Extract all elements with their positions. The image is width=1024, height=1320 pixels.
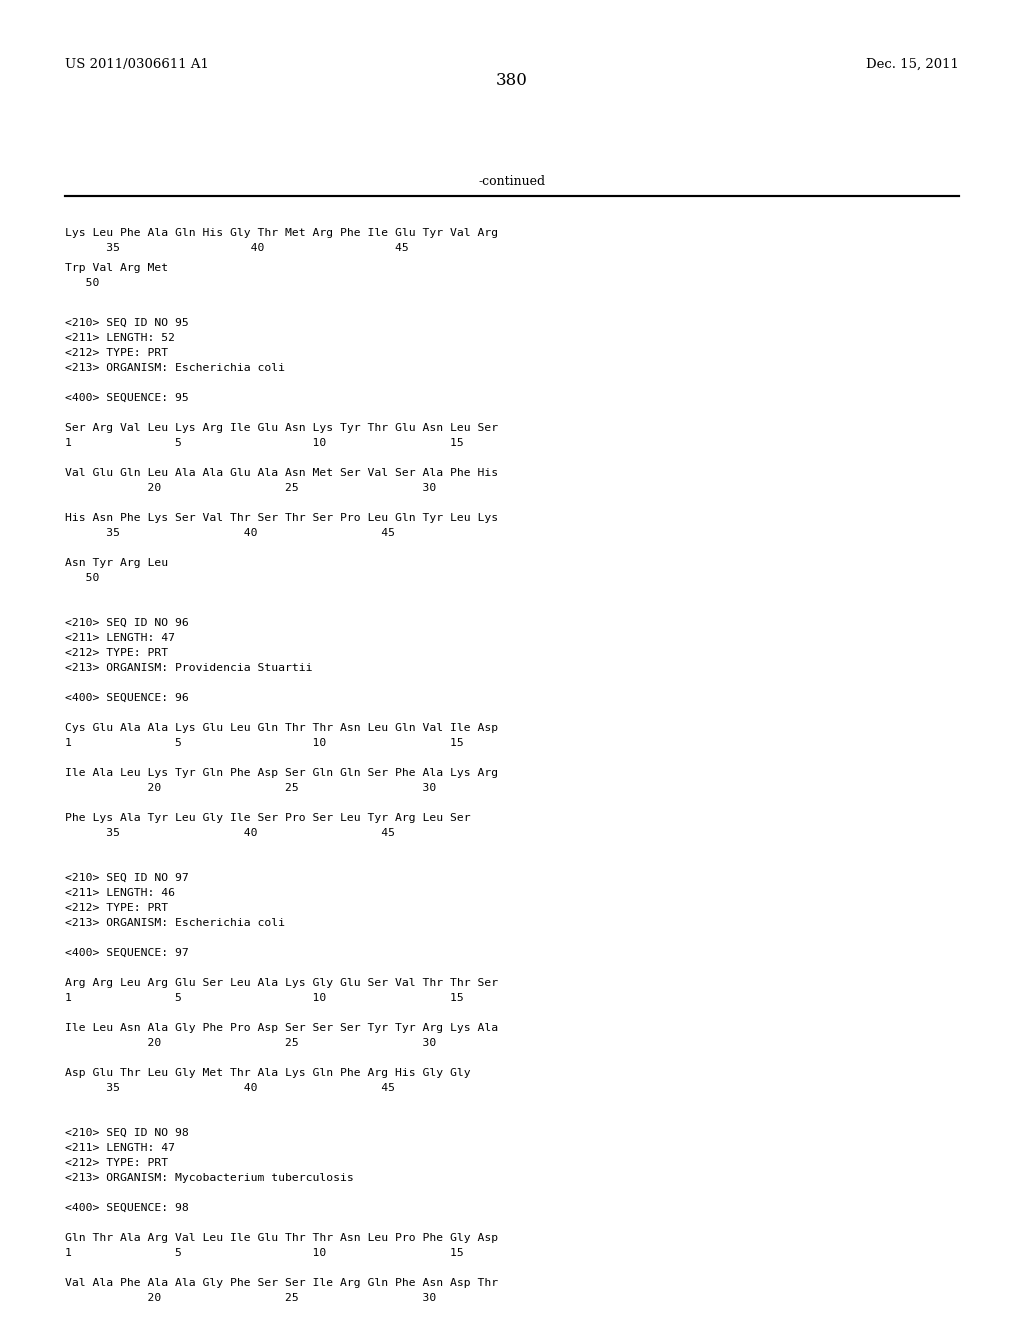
- Text: <210> SEQ ID NO 95: <210> SEQ ID NO 95: [65, 318, 188, 327]
- Text: <212> TYPE: PRT: <212> TYPE: PRT: [65, 903, 168, 913]
- Text: <211> LENGTH: 47: <211> LENGTH: 47: [65, 1143, 175, 1152]
- Text: Arg Arg Leu Arg Glu Ser Leu Ala Lys Gly Glu Ser Val Thr Thr Ser: Arg Arg Leu Arg Glu Ser Leu Ala Lys Gly …: [65, 978, 498, 987]
- Text: <400> SEQUENCE: 95: <400> SEQUENCE: 95: [65, 393, 188, 403]
- Text: <400> SEQUENCE: 96: <400> SEQUENCE: 96: [65, 693, 188, 704]
- Text: <211> LENGTH: 46: <211> LENGTH: 46: [65, 888, 175, 898]
- Text: Gln Thr Ala Arg Val Leu Ile Glu Thr Thr Asn Leu Pro Phe Gly Asp: Gln Thr Ala Arg Val Leu Ile Glu Thr Thr …: [65, 1233, 498, 1243]
- Text: <210> SEQ ID NO 96: <210> SEQ ID NO 96: [65, 618, 188, 628]
- Text: <213> ORGANISM: Escherichia coli: <213> ORGANISM: Escherichia coli: [65, 917, 285, 928]
- Text: 35                  40                  45: 35 40 45: [65, 828, 395, 838]
- Text: 20                  25                  30: 20 25 30: [65, 1038, 436, 1048]
- Text: -continued: -continued: [478, 176, 546, 187]
- Text: <212> TYPE: PRT: <212> TYPE: PRT: [65, 348, 168, 358]
- Text: Val Glu Gln Leu Ala Ala Glu Ala Asn Met Ser Val Ser Ala Phe His: Val Glu Gln Leu Ala Ala Glu Ala Asn Met …: [65, 469, 498, 478]
- Text: 1               5                   10                  15: 1 5 10 15: [65, 738, 464, 748]
- Text: Ile Ala Leu Lys Tyr Gln Phe Asp Ser Gln Gln Ser Phe Ala Lys Arg: Ile Ala Leu Lys Tyr Gln Phe Asp Ser Gln …: [65, 768, 498, 777]
- Text: 50: 50: [65, 573, 99, 583]
- Text: 20                  25                  30: 20 25 30: [65, 483, 436, 492]
- Text: <211> LENGTH: 52: <211> LENGTH: 52: [65, 333, 175, 343]
- Text: Phe Lys Ala Tyr Leu Gly Ile Ser Pro Ser Leu Tyr Arg Leu Ser: Phe Lys Ala Tyr Leu Gly Ile Ser Pro Ser …: [65, 813, 471, 822]
- Text: 50: 50: [65, 279, 99, 288]
- Text: 1               5                   10                  15: 1 5 10 15: [65, 438, 464, 447]
- Text: 20                  25                  30: 20 25 30: [65, 783, 436, 793]
- Text: 1               5                   10                  15: 1 5 10 15: [65, 993, 464, 1003]
- Text: Cys Glu Ala Ala Lys Glu Leu Gln Thr Thr Asn Leu Gln Val Ile Asp: Cys Glu Ala Ala Lys Glu Leu Gln Thr Thr …: [65, 723, 498, 733]
- Text: <210> SEQ ID NO 97: <210> SEQ ID NO 97: [65, 873, 188, 883]
- Text: Dec. 15, 2011: Dec. 15, 2011: [866, 58, 959, 71]
- Text: US 2011/0306611 A1: US 2011/0306611 A1: [65, 58, 209, 71]
- Text: Asn Tyr Arg Leu: Asn Tyr Arg Leu: [65, 558, 168, 568]
- Text: 35                  40                  45: 35 40 45: [65, 1082, 395, 1093]
- Text: <213> ORGANISM: Mycobacterium tuberculosis: <213> ORGANISM: Mycobacterium tuberculos…: [65, 1173, 353, 1183]
- Text: <213> ORGANISM: Providencia Stuartii: <213> ORGANISM: Providencia Stuartii: [65, 663, 312, 673]
- Text: Trp Val Arg Met: Trp Val Arg Met: [65, 263, 168, 273]
- Text: Lys Leu Phe Ala Gln His Gly Thr Met Arg Phe Ile Glu Tyr Val Arg: Lys Leu Phe Ala Gln His Gly Thr Met Arg …: [65, 228, 498, 238]
- Text: 20                  25                  30: 20 25 30: [65, 1294, 436, 1303]
- Text: Val Ala Phe Ala Ala Gly Phe Ser Ser Ile Arg Gln Phe Asn Asp Thr: Val Ala Phe Ala Ala Gly Phe Ser Ser Ile …: [65, 1278, 498, 1288]
- Text: <212> TYPE: PRT: <212> TYPE: PRT: [65, 648, 168, 657]
- Text: Asp Glu Thr Leu Gly Met Thr Ala Lys Gln Phe Arg His Gly Gly: Asp Glu Thr Leu Gly Met Thr Ala Lys Gln …: [65, 1068, 471, 1078]
- Text: Ser Arg Val Leu Lys Arg Ile Glu Asn Lys Tyr Thr Glu Asn Leu Ser: Ser Arg Val Leu Lys Arg Ile Glu Asn Lys …: [65, 422, 498, 433]
- Text: <213> ORGANISM: Escherichia coli: <213> ORGANISM: Escherichia coli: [65, 363, 285, 374]
- Text: <212> TYPE: PRT: <212> TYPE: PRT: [65, 1158, 168, 1168]
- Text: 35                   40                   45: 35 40 45: [65, 243, 409, 253]
- Text: His Asn Phe Lys Ser Val Thr Ser Thr Ser Pro Leu Gln Tyr Leu Lys: His Asn Phe Lys Ser Val Thr Ser Thr Ser …: [65, 513, 498, 523]
- Text: 1               5                   10                  15: 1 5 10 15: [65, 1247, 464, 1258]
- Text: Ile Leu Asn Ala Gly Phe Pro Asp Ser Ser Ser Tyr Tyr Arg Lys Ala: Ile Leu Asn Ala Gly Phe Pro Asp Ser Ser …: [65, 1023, 498, 1034]
- Text: 380: 380: [496, 73, 528, 88]
- Text: <400> SEQUENCE: 98: <400> SEQUENCE: 98: [65, 1203, 188, 1213]
- Text: 35                  40                  45: 35 40 45: [65, 528, 395, 539]
- Text: <210> SEQ ID NO 98: <210> SEQ ID NO 98: [65, 1129, 188, 1138]
- Text: <211> LENGTH: 47: <211> LENGTH: 47: [65, 634, 175, 643]
- Text: <400> SEQUENCE: 97: <400> SEQUENCE: 97: [65, 948, 188, 958]
